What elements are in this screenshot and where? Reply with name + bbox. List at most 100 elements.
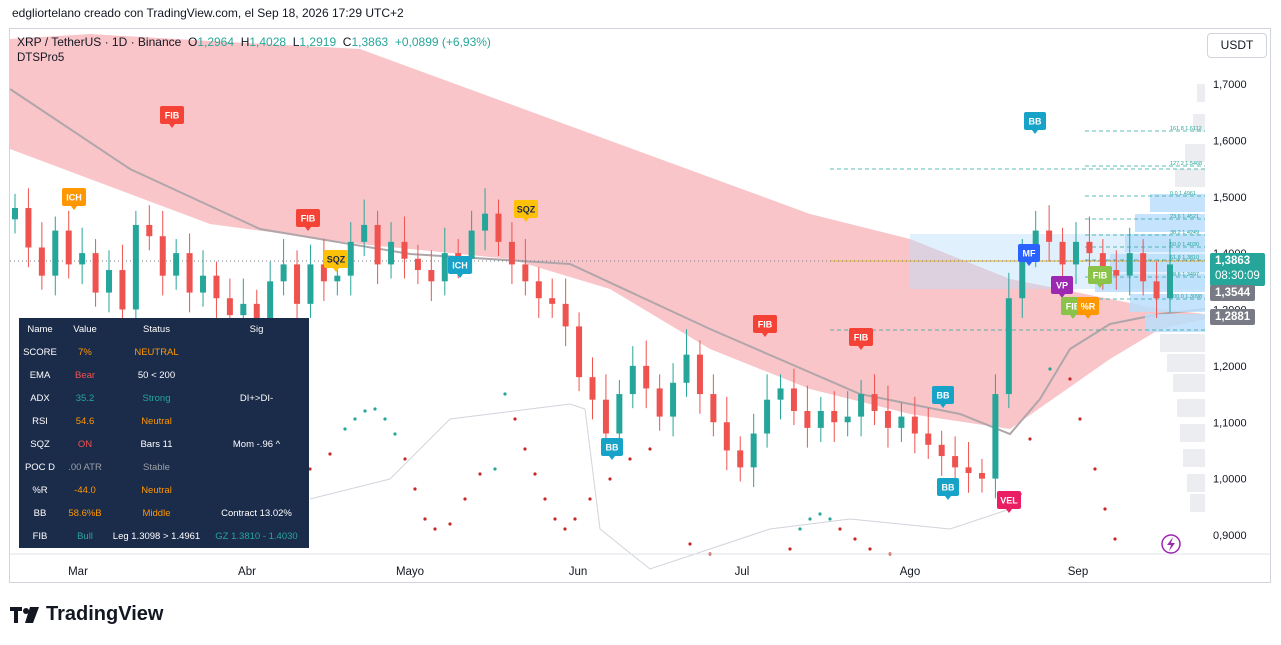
annotation-pointer — [457, 274, 463, 278]
annotation-badge[interactable] — [1088, 266, 1112, 284]
candle-body — [441, 253, 448, 282]
signal-status: Bars 11 — [140, 439, 173, 450]
signal-status: Strong — [142, 393, 171, 404]
signal-status: Neutral — [141, 416, 172, 427]
signal-status: Middle — [142, 508, 171, 519]
indicator-legend[interactable]: DTSPro5 — [17, 52, 65, 64]
candle-body — [213, 275, 220, 299]
oscillator-dot — [413, 487, 417, 491]
tradingview-logo-icon — [10, 606, 39, 623]
candle-body — [38, 247, 45, 276]
annotation-badge[interactable] — [932, 386, 954, 404]
annotation-badge[interactable] — [937, 478, 959, 496]
oscillator-dot — [818, 512, 822, 516]
currency-selector[interactable]: USDT — [1207, 33, 1267, 58]
oscillator-dot — [513, 417, 517, 421]
col-header-name: Name — [27, 324, 53, 335]
oscillator-dot — [343, 427, 347, 431]
annotation-label: FIB — [1066, 302, 1081, 312]
signal-name: ADX — [30, 393, 50, 404]
signal-row: RSI 54.6 Neutral — [19, 410, 309, 433]
annotation-badge[interactable] — [1018, 244, 1040, 262]
x-tick-label: Jun — [569, 566, 588, 578]
annotation-label: SQZ — [327, 255, 346, 265]
oscillator-dot — [503, 392, 507, 396]
candle-body — [253, 303, 260, 321]
annotation-pointer — [1026, 262, 1032, 266]
signal-status: Stable — [143, 462, 170, 473]
candle-body — [831, 410, 838, 423]
annotation-pointer — [1006, 509, 1012, 513]
signal-name: RSI — [32, 416, 48, 427]
annotation-label: VP — [1056, 281, 1068, 291]
volume-profile-bar — [1183, 449, 1205, 467]
oscillator-dot — [1048, 367, 1052, 371]
oscillator-dot — [1078, 417, 1082, 421]
candle-body — [952, 456, 959, 468]
annotation-label: MF — [1023, 249, 1036, 259]
signal-sig: GZ 1.3810 - 1.4030 — [215, 531, 298, 542]
annotation-badge[interactable] — [849, 328, 873, 346]
candle-body — [374, 224, 381, 265]
x-tick-label: Sep — [1068, 566, 1088, 578]
candle-body — [388, 241, 395, 265]
annotation-badge[interactable] — [160, 106, 184, 124]
annotation-pointer — [71, 206, 77, 210]
annotation-badge[interactable] — [997, 491, 1021, 509]
price-chart[interactable]: 161.8 1.6112 127.2 1.5468 0.0 1.4961 23.6 1… — [10, 29, 1270, 582]
oscillator-dot — [553, 517, 557, 521]
annotation-badge[interactable] — [1024, 112, 1046, 130]
candle-body — [1140, 253, 1147, 282]
oscillator-dot — [533, 472, 537, 476]
candle-body — [482, 213, 489, 231]
volume-profile-bar — [1125, 234, 1205, 252]
candle-body — [1032, 230, 1039, 254]
oscillator-dot — [828, 517, 832, 521]
signal-row: SCORE 7% NEUTRAL — [19, 341, 309, 364]
tradingview-logo[interactable]: TradingView — [10, 603, 163, 626]
oscillator-dot — [493, 467, 497, 471]
open-label: O — [187, 35, 198, 49]
volume-profile-bar — [1150, 194, 1205, 212]
oscillator-dot — [543, 497, 547, 501]
x-tick-label: Abr — [238, 566, 256, 578]
annotation-badge[interactable] — [62, 188, 86, 206]
candle-body — [858, 394, 865, 417]
candle-body — [817, 410, 824, 428]
oscillator-dot — [1113, 537, 1117, 541]
candle-body — [1019, 253, 1026, 299]
candle-body — [334, 275, 341, 282]
annotation-pointer — [1070, 315, 1076, 319]
signal-value: 54.6 — [75, 416, 95, 427]
candle-body — [132, 224, 139, 310]
annotation-label: BB — [1029, 117, 1042, 127]
candle-body — [119, 270, 126, 310]
lightning-icon[interactable] — [1161, 534, 1181, 554]
volume-profile-bar — [1190, 494, 1205, 512]
oscillator-dot — [788, 547, 792, 551]
candle-body — [1086, 241, 1093, 254]
annotation-pointer — [940, 404, 946, 408]
annotation-badge[interactable] — [514, 200, 538, 218]
volume-profile-bar — [1095, 274, 1205, 292]
fib-level-label: 127.2 1.5468 — [1170, 161, 1202, 167]
annotation-badge[interactable] — [1051, 276, 1073, 294]
signal-status: Leg 1.3098 > 1.4961 — [112, 531, 201, 542]
annotation-badge[interactable] — [601, 438, 623, 456]
col-header-value: Value — [73, 324, 97, 335]
fib-level-label: 50.0 1.4030 — [1170, 242, 1199, 248]
annotation-badge[interactable] — [1077, 297, 1099, 315]
annotation-badge[interactable] — [296, 209, 320, 227]
annotation-badge[interactable] — [324, 250, 348, 268]
symbol-name[interactable]: XRP / TetherUS · 1D · Binance — [17, 35, 182, 49]
annotation-badge[interactable] — [448, 256, 472, 274]
signal-row: %R -44.0 Neutral — [19, 479, 309, 502]
signal-name: SCORE — [23, 347, 57, 358]
oscillator-dot — [373, 407, 377, 411]
annotation-badge[interactable] — [753, 315, 777, 333]
candle-body — [616, 394, 623, 434]
x-tick-label: Ago — [900, 566, 920, 578]
signal-status: Neutral — [141, 485, 172, 496]
oscillator-dot — [463, 497, 467, 501]
candle-body — [79, 253, 86, 265]
